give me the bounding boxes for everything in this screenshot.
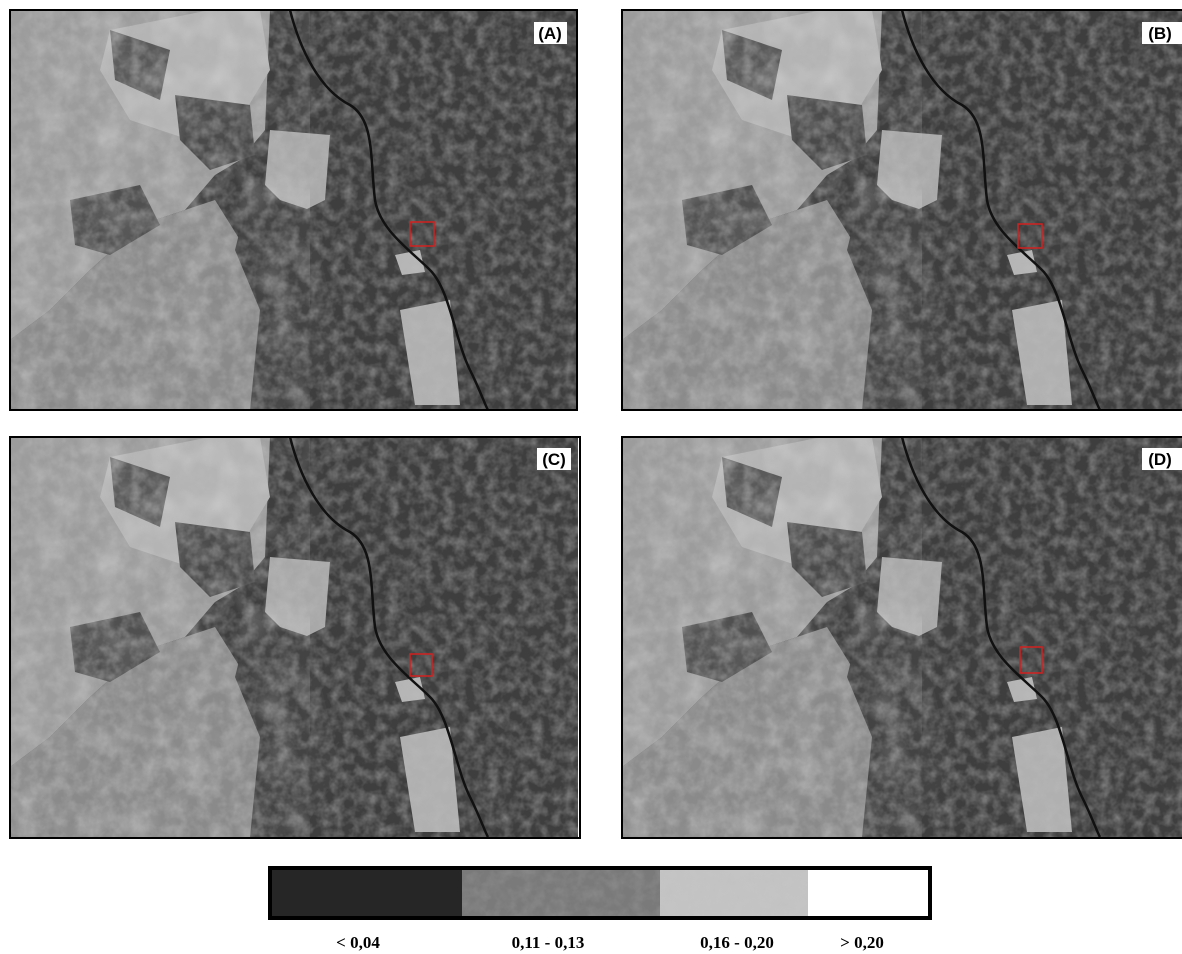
legend-swatch xyxy=(270,868,462,918)
legend-label: 0,11 - 0,13 xyxy=(512,933,585,952)
panel-b: (B) xyxy=(622,10,1182,410)
satellite-image xyxy=(10,10,578,410)
legend: < 0,04 0,11 - 0,13 0,16 - 0,20 > 0,20 xyxy=(270,868,930,952)
legend-label: 0,16 - 0,20 xyxy=(700,933,774,952)
figure: (A) (B) (C) (D) < 0,04 0,11 - 0,13 0,16 … xyxy=(0,0,1182,954)
panel-label: (B) xyxy=(1148,24,1172,43)
panel-label: (D) xyxy=(1148,450,1172,469)
legend-label: < 0,04 xyxy=(336,933,380,952)
panel-label: (C) xyxy=(542,450,566,469)
legend-swatch xyxy=(808,868,930,918)
satellite-image xyxy=(622,437,1182,837)
panel-d: (D) xyxy=(622,437,1182,838)
legend-texture xyxy=(462,868,808,918)
satellite-image xyxy=(10,437,578,837)
satellite-image xyxy=(622,10,1182,410)
panel-a: (A) xyxy=(10,10,578,410)
legend-label: > 0,20 xyxy=(840,933,884,952)
panel-c: (C) xyxy=(10,437,580,838)
panel-label: (A) xyxy=(538,24,562,43)
